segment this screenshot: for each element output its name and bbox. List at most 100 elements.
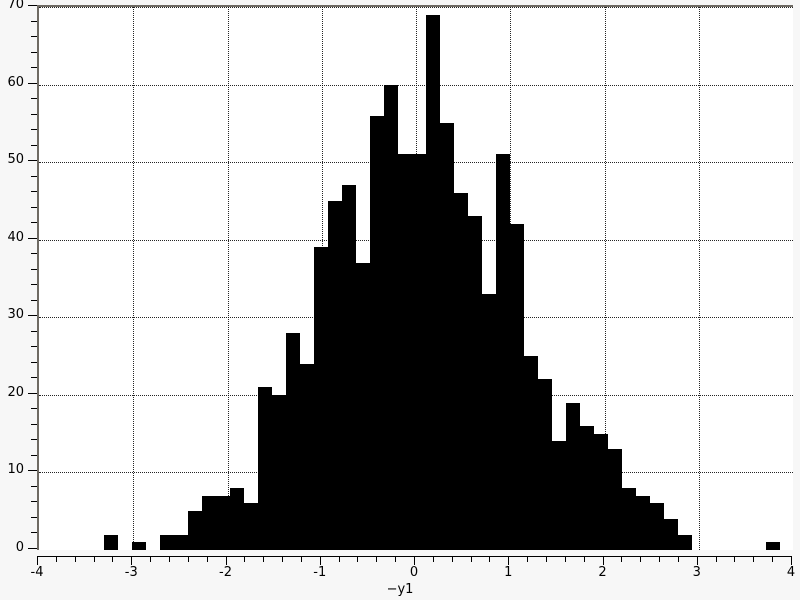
x-tick-major bbox=[602, 556, 604, 565]
x-tick-minor bbox=[451, 556, 453, 562]
y-tick-label: 20 bbox=[7, 384, 24, 400]
histogram-bar bbox=[607, 449, 622, 550]
x-tick-minor bbox=[187, 556, 189, 562]
y-tick-minor bbox=[31, 299, 37, 301]
histogram-bar bbox=[565, 402, 580, 550]
gridline-vertical bbox=[604, 7, 606, 550]
y-tick-minor bbox=[31, 175, 37, 177]
x-tick-minor bbox=[395, 556, 397, 562]
histogram-bar bbox=[425, 14, 440, 550]
x-tick-minor bbox=[206, 556, 208, 562]
y-tick-minor bbox=[31, 20, 37, 22]
x-tick-minor bbox=[357, 556, 359, 562]
x-tick-minor bbox=[55, 556, 57, 562]
y-tick-minor bbox=[31, 206, 37, 208]
y-tick-minor bbox=[31, 67, 37, 69]
histogram-bar bbox=[215, 495, 230, 550]
histogram-bar bbox=[579, 425, 594, 550]
y-tick-minor bbox=[31, 361, 37, 363]
histogram-bar bbox=[523, 356, 538, 550]
histogram-bar bbox=[509, 224, 524, 550]
histogram-bar bbox=[159, 534, 174, 550]
x-tick-label: -1 bbox=[313, 565, 327, 580]
gridline-vertical bbox=[133, 7, 135, 550]
x-tick-minor bbox=[300, 556, 302, 562]
x-tick-label: -2 bbox=[219, 565, 232, 580]
x-tick-minor bbox=[432, 556, 434, 562]
y-tick-minor bbox=[31, 346, 37, 348]
histogram-bar bbox=[369, 115, 384, 550]
histogram-bar bbox=[131, 542, 146, 550]
y-tick-minor bbox=[31, 268, 37, 270]
x-tick-minor bbox=[489, 556, 491, 562]
y-tick-minor bbox=[31, 129, 37, 131]
x-tick-minor bbox=[753, 556, 755, 562]
x-tick-major bbox=[414, 556, 415, 565]
y-tick-major bbox=[28, 470, 37, 472]
x-tick-major bbox=[508, 556, 510, 565]
histogram-bar bbox=[467, 216, 482, 550]
y-tick-minor bbox=[31, 113, 37, 115]
histogram-bar bbox=[285, 332, 300, 550]
y-tick-label: 60 bbox=[7, 74, 24, 90]
x-tick-minor bbox=[93, 556, 95, 562]
y-tick-minor bbox=[31, 377, 37, 379]
histogram-bar bbox=[187, 511, 202, 550]
histogram-bar bbox=[439, 123, 454, 550]
x-tick-minor bbox=[527, 556, 529, 562]
x-tick-minor bbox=[677, 556, 679, 562]
y-tick-minor bbox=[31, 516, 37, 518]
x-tick-label: 3 bbox=[692, 565, 701, 580]
y-tick-minor bbox=[31, 423, 37, 425]
y-tick-label: 30 bbox=[7, 307, 24, 323]
y-tick-major bbox=[28, 5, 37, 6]
y-tick-minor bbox=[31, 191, 37, 193]
x-tick-minor bbox=[734, 556, 736, 562]
y-tick-minor bbox=[31, 253, 37, 255]
y-tick-major bbox=[28, 315, 37, 317]
histogram-bar bbox=[677, 534, 692, 550]
histogram-bar bbox=[593, 433, 608, 550]
histogram-bar bbox=[663, 518, 678, 550]
x-tick-major bbox=[319, 556, 321, 565]
x-tick-minor bbox=[640, 556, 642, 562]
y-tick-label: 10 bbox=[7, 462, 24, 478]
x-tick-minor bbox=[545, 556, 547, 562]
histogram-bar bbox=[383, 84, 398, 550]
plot-area bbox=[39, 7, 793, 550]
x-tick-minor bbox=[715, 556, 717, 562]
y-tick-minor bbox=[31, 408, 37, 410]
y-tick-label: 0 bbox=[15, 540, 24, 555]
histogram-bar bbox=[243, 503, 258, 550]
y-tick-minor bbox=[31, 330, 37, 332]
x-tick-minor bbox=[263, 556, 265, 562]
y-tick-major bbox=[28, 160, 37, 162]
x-tick-label: 0 bbox=[409, 565, 419, 580]
y-tick-minor bbox=[31, 36, 37, 38]
histogram-bar bbox=[411, 154, 426, 550]
x-tick-major bbox=[131, 556, 133, 565]
x-axis-label: −y1 bbox=[386, 582, 414, 597]
x-tick-minor bbox=[168, 556, 170, 562]
y-tick-minor bbox=[31, 51, 37, 53]
histogram-bar bbox=[635, 495, 650, 550]
histogram-bar bbox=[173, 534, 188, 550]
y-tick-minor bbox=[31, 284, 37, 286]
x-tick-minor bbox=[376, 556, 378, 562]
histogram-bar bbox=[495, 154, 510, 550]
x-tick-minor bbox=[150, 556, 152, 562]
x-tick-minor bbox=[583, 556, 585, 562]
histogram-bar bbox=[299, 363, 314, 550]
x-tick-minor bbox=[564, 556, 566, 562]
histogram-bar bbox=[551, 441, 566, 550]
histogram-bar bbox=[766, 542, 781, 550]
histogram-bar bbox=[201, 495, 216, 550]
histogram-bar bbox=[103, 534, 118, 550]
histogram-bar bbox=[621, 487, 636, 550]
histogram-bar bbox=[327, 200, 342, 550]
x-tick-major bbox=[791, 556, 792, 565]
histogram-bar bbox=[341, 185, 356, 550]
x-tick-minor bbox=[338, 556, 340, 562]
x-tick-minor bbox=[282, 556, 284, 562]
